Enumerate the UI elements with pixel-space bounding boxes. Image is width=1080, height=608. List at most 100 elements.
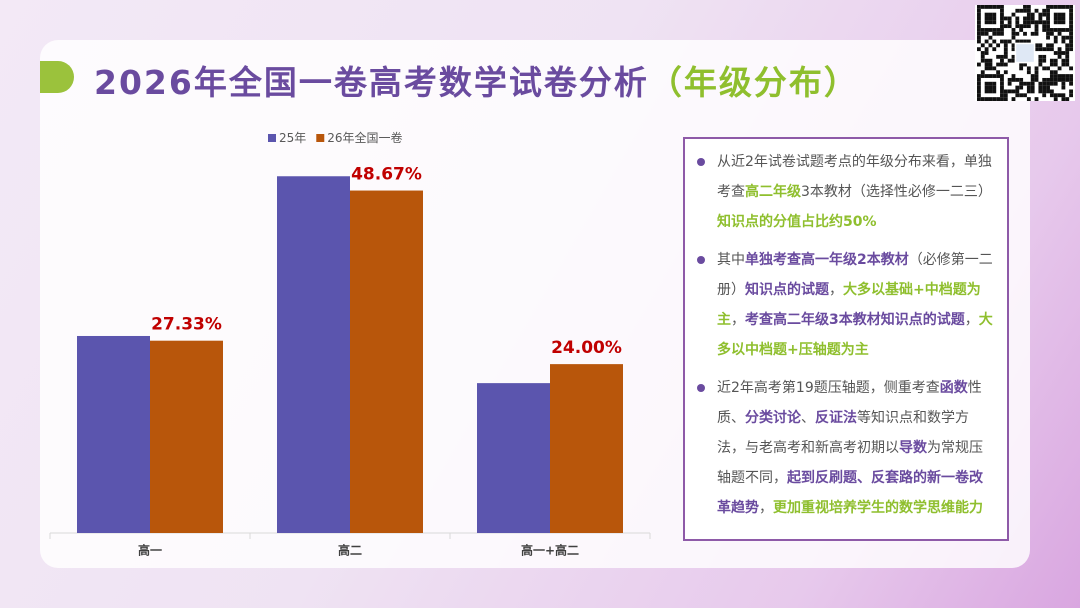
qr-module (1011, 54, 1016, 59)
qr-module (1023, 16, 1027, 21)
qr-module (992, 39, 997, 44)
legend-swatch (316, 134, 325, 142)
qr-module (1042, 58, 1047, 63)
qr-module (977, 47, 981, 52)
qr-module (984, 81, 989, 86)
qr-module (1065, 47, 1070, 52)
qr-module (1069, 31, 1073, 36)
text-run: ， (759, 500, 773, 516)
qr-module (977, 74, 981, 78)
qr-module (1061, 16, 1066, 21)
qr-module (1003, 62, 1008, 67)
qr-module (1003, 97, 1008, 101)
qr-module (1046, 43, 1050, 48)
qr-module (1046, 12, 1050, 17)
qr-module (1069, 5, 1073, 9)
qr-module (1049, 93, 1054, 98)
qr-module (1000, 31, 1004, 36)
qr-module (1057, 28, 1062, 32)
qr-code (975, 5, 1075, 101)
qr-module (1011, 47, 1016, 52)
qr-module (988, 28, 993, 32)
qr-module (1023, 5, 1027, 9)
qr-module (1026, 8, 1031, 13)
text-run: 函数 (939, 380, 968, 396)
qr-module (1053, 93, 1058, 98)
qr-module (1026, 12, 1031, 17)
text-run: （必修第一二册） (717, 252, 993, 298)
qr-module (1065, 54, 1070, 59)
qr-module (1000, 12, 1004, 17)
qr-module (1057, 66, 1062, 71)
qr-module (1065, 97, 1070, 101)
qr-module (1049, 70, 1054, 75)
qr-module (1057, 47, 1062, 52)
qr-module (1015, 85, 1020, 90)
title: 2026年全国一卷高考数学试卷分析（年级分布） (94, 56, 859, 104)
qr-module (1046, 8, 1050, 13)
qr-module (1003, 93, 1008, 98)
qr-module (1023, 8, 1027, 13)
qr-module (1023, 20, 1027, 25)
qr-module (1042, 85, 1047, 90)
qr-module (980, 54, 985, 59)
qr-module (1049, 31, 1054, 36)
qr-module (1057, 5, 1062, 9)
qr-module (1053, 74, 1058, 78)
qr-module (977, 12, 981, 17)
qr-module (1061, 35, 1066, 40)
qr-module (1000, 5, 1004, 9)
bar (550, 364, 623, 533)
text-run: 近2年高考第19题压轴题，侧重考查 (717, 380, 940, 396)
qr-module (1019, 39, 1024, 44)
qr-module (1011, 43, 1016, 48)
qr-module (1019, 66, 1024, 71)
qr-module (1019, 8, 1024, 13)
qr-module (1019, 85, 1024, 90)
qr-module (1061, 12, 1066, 17)
qr-module (992, 85, 997, 90)
qr-module (988, 5, 993, 9)
qr-module (1011, 35, 1016, 40)
text-run: 知识点的试题 (745, 282, 829, 298)
qr-module (1049, 74, 1054, 78)
text-run: 高二年级 (745, 184, 801, 200)
qr-module (980, 5, 985, 9)
bar (150, 340, 223, 533)
qr-module (992, 12, 997, 17)
qr-module (1046, 20, 1050, 25)
text-run: 反证法 (815, 410, 857, 426)
qr-module (1053, 20, 1058, 25)
qr-module (1053, 58, 1058, 63)
qr-module (1038, 89, 1043, 94)
qr-module (1007, 89, 1012, 94)
qr-module (1049, 5, 1054, 9)
qr-module (1026, 89, 1031, 94)
qr-module (1038, 62, 1043, 67)
qr-module (1019, 81, 1024, 86)
qr-module (984, 31, 989, 36)
qr-module (1046, 28, 1050, 32)
qr-module (992, 81, 997, 86)
bullet: 从近2年试卷试题考点的年级分布来看，单独考查高二年级3本教材（选择性必修一二三）… (697, 147, 993, 237)
qr-module (1000, 20, 1004, 25)
qr-module (1069, 74, 1073, 78)
qr-module (1034, 20, 1039, 25)
qr-module (1053, 35, 1058, 40)
qr-module (1015, 77, 1020, 82)
qr-module (988, 16, 993, 21)
qr-module (996, 28, 1001, 32)
qr-module (1046, 31, 1050, 36)
qr-module (1057, 93, 1062, 98)
qr-module (1034, 31, 1039, 36)
qr-module (992, 31, 997, 36)
qr-module (1003, 24, 1008, 29)
qr-module (977, 89, 981, 94)
qr-module (1046, 66, 1050, 71)
qr-module (1046, 81, 1050, 86)
qr-module (977, 85, 981, 90)
qr-module (1034, 24, 1039, 29)
qr-module (1011, 89, 1016, 94)
qr-module (992, 74, 997, 78)
qr-module (988, 12, 993, 17)
